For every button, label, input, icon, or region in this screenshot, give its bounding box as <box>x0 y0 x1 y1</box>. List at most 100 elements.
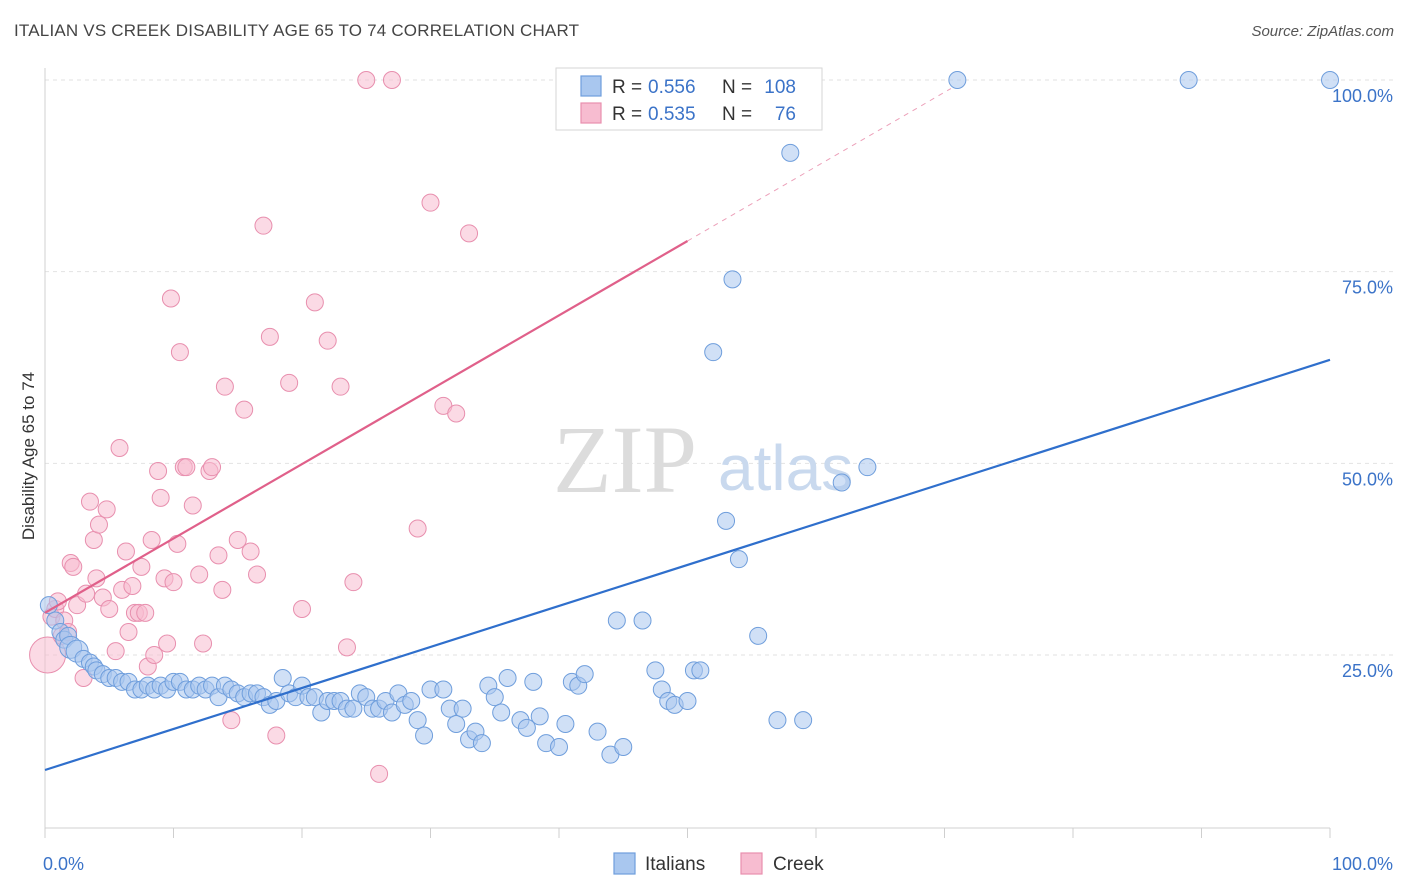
italian-point <box>948 71 967 89</box>
creek-point <box>168 534 187 553</box>
italian-point <box>768 711 787 730</box>
creek-point <box>145 646 164 664</box>
italian-point <box>524 672 543 691</box>
creek-trend-line <box>44 240 689 614</box>
creek-point <box>158 634 177 653</box>
italian-point <box>447 715 466 733</box>
bottom-legend: Italians Creek <box>613 852 824 875</box>
italian-point <box>575 665 594 684</box>
creek-point <box>344 573 363 592</box>
creek-point <box>267 726 286 745</box>
trend-lines <box>44 88 1331 772</box>
creek-point <box>215 377 234 396</box>
creek-point <box>293 600 311 618</box>
italian-point <box>498 669 517 687</box>
italian-point <box>717 511 736 530</box>
y-tick-label-25: 25.0% <box>1342 661 1393 681</box>
italian-point <box>408 711 427 730</box>
italian-point <box>453 699 472 718</box>
italian-point <box>678 692 697 710</box>
legend-creek-r-value: 0.535 <box>648 104 696 125</box>
italian-point <box>485 688 504 707</box>
creek-point <box>110 439 129 457</box>
italian-point <box>530 707 549 726</box>
bottom-legend-creek: Creek <box>773 854 824 875</box>
creek-point <box>116 542 135 561</box>
legend-italians-r-label: R = <box>612 77 642 98</box>
creek-point <box>421 193 440 212</box>
creek-point <box>331 377 350 396</box>
y-tick-label-100: 100.0% <box>1332 86 1393 106</box>
italian-point <box>344 699 363 718</box>
watermark-zip: ZIP <box>553 406 697 513</box>
creek-point <box>151 488 170 507</box>
creek-point <box>209 546 228 565</box>
creek-point <box>136 603 155 622</box>
bottom-legend-italians: Italians <box>645 854 705 875</box>
creek-point <box>408 519 427 538</box>
creek-point <box>80 492 99 511</box>
creek-point <box>100 600 119 618</box>
x-tick-label-min: 0.0% <box>43 854 84 874</box>
creek-point <box>194 634 213 653</box>
creek-point <box>248 565 267 584</box>
y-tick-label-75: 75.0% <box>1342 278 1393 298</box>
creek-point <box>177 458 196 477</box>
italian-point <box>749 626 768 645</box>
italian-point <box>415 726 434 745</box>
grid-lines <box>45 79 1395 656</box>
italian-point <box>858 458 877 477</box>
creek-point <box>183 496 202 515</box>
creek-point <box>280 373 299 392</box>
italian-point <box>1321 71 1339 89</box>
italian-point <box>1179 71 1198 89</box>
creek-point <box>235 400 254 419</box>
italian-point <box>704 343 723 362</box>
creek-point <box>97 500 116 519</box>
italian-point <box>588 722 607 741</box>
italian-point <box>794 711 813 730</box>
legend-swatch-italians <box>580 75 602 97</box>
creek-trend-extension <box>687 88 952 242</box>
creek-point <box>357 71 376 89</box>
italian-point <box>633 611 652 630</box>
italian-point <box>273 669 292 687</box>
creek-point <box>142 531 161 549</box>
creek-point <box>149 462 168 480</box>
x-tick-label-max: 100.0% <box>1332 854 1393 874</box>
italian-point <box>402 692 421 710</box>
legend-swatch-creek <box>580 102 602 124</box>
y-tick-label-50: 50.0% <box>1342 469 1393 489</box>
legend-creek-r-label: R = <box>612 104 642 125</box>
italian-point <box>832 473 851 492</box>
creek-point <box>382 71 401 89</box>
creek-point <box>318 331 337 350</box>
creek-point <box>64 557 83 576</box>
creek-point <box>132 557 151 576</box>
legend-italians-r-value: 0.556 <box>648 77 696 98</box>
legend: R = 0.556 N = 108 R = 0.535 N = 76 <box>555 67 823 131</box>
italian-point <box>691 661 710 680</box>
bottom-legend-swatch-creek <box>740 852 763 875</box>
bottom-legend-swatch-italians <box>613 852 636 875</box>
italian-point <box>550 738 568 756</box>
legend-italians-n-label: N = <box>722 77 752 98</box>
y-tick-labels: 25.0% 50.0% 75.0% 100.0% <box>1332 86 1393 681</box>
creek-point <box>254 216 273 235</box>
italian-point <box>556 715 575 733</box>
creek-point <box>213 580 232 599</box>
creek-point <box>119 623 138 641</box>
italian-point <box>472 734 491 753</box>
italian-point <box>723 270 742 289</box>
creek-point <box>170 343 189 362</box>
creek-point <box>222 711 241 730</box>
x-axis-ticks <box>44 828 1331 838</box>
chart-title: ITALIAN VS CREEK DISABILITY AGE 65 TO 74… <box>14 21 580 40</box>
creek-point <box>123 577 142 595</box>
y-axis-title: Disability Age 65 to 74 <box>19 372 38 540</box>
creek-point <box>106 642 125 661</box>
creek-point <box>305 293 324 312</box>
italian-point <box>646 661 665 680</box>
creek-point <box>190 565 209 584</box>
